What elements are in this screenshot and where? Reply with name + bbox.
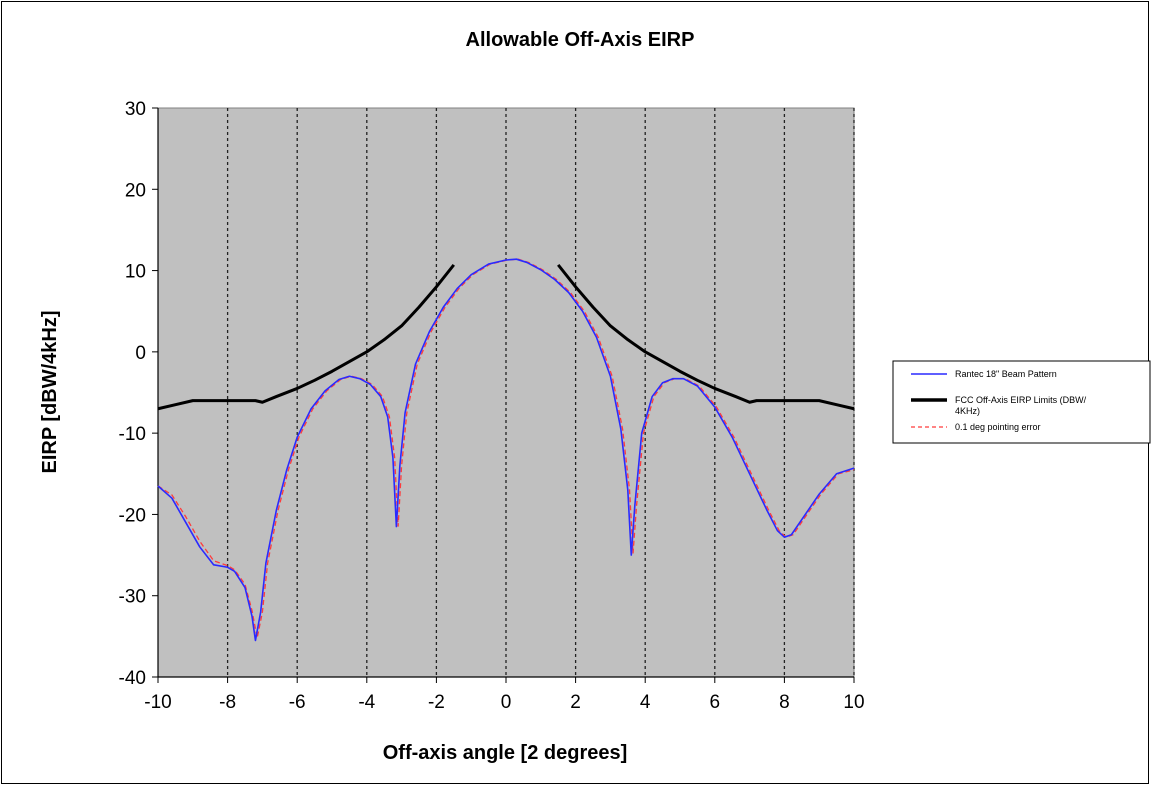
x-tick-label: 6 xyxy=(710,692,721,713)
y-tick-label: -40 xyxy=(119,668,146,689)
x-axis-title: Off-axis angle [2 degrees] xyxy=(383,742,628,764)
legend-label-fcc-line1: FCC Off-Axis EIRP Limits (DBW/ xyxy=(955,395,1087,405)
series-rantec-beam-line xyxy=(157,258,855,642)
legend-label-pointing-error: 0.1 deg pointing error xyxy=(955,422,1041,432)
series-pointing-error-line xyxy=(157,258,855,639)
x-tick-label: 8 xyxy=(779,692,790,713)
grid-lines xyxy=(226,108,855,677)
y-tick-label: -30 xyxy=(119,587,146,608)
x-tick-label: 10 xyxy=(843,692,864,713)
y-tick-label: 30 xyxy=(125,99,146,120)
y-tick-label: 0 xyxy=(135,343,146,364)
chart-title: Allowable Off-Axis EIRP xyxy=(466,29,695,51)
x-tick-label: 4 xyxy=(640,692,651,713)
y-tick-label: 10 xyxy=(125,262,146,283)
y-tick-label: -20 xyxy=(119,505,146,526)
x-tick-label: -8 xyxy=(219,692,236,713)
y-tick-label: 20 xyxy=(125,180,146,201)
series-fcc-limit-line xyxy=(557,263,855,411)
series-layer xyxy=(157,258,855,642)
x-tick-label: -10 xyxy=(144,692,171,713)
x-tick-label: -4 xyxy=(358,692,375,713)
legend-label-fcc-line2: 4KHz) xyxy=(955,406,980,416)
x-tick-label: 2 xyxy=(570,692,581,713)
legend: Rantec 18" Beam Pattern FCC Off-Axis EIR… xyxy=(892,360,1151,444)
x-tick-label: -2 xyxy=(428,692,445,713)
series-fcc-limit-line xyxy=(157,263,455,411)
y-axis-title: EIRP [dBW/4kHz] xyxy=(39,311,61,474)
legend-label-rantec: Rantec 18" Beam Pattern xyxy=(955,369,1057,379)
x-tick-label: -6 xyxy=(289,692,306,713)
x-tick-label: 0 xyxy=(501,692,512,713)
y-tick-label: -10 xyxy=(119,424,146,445)
